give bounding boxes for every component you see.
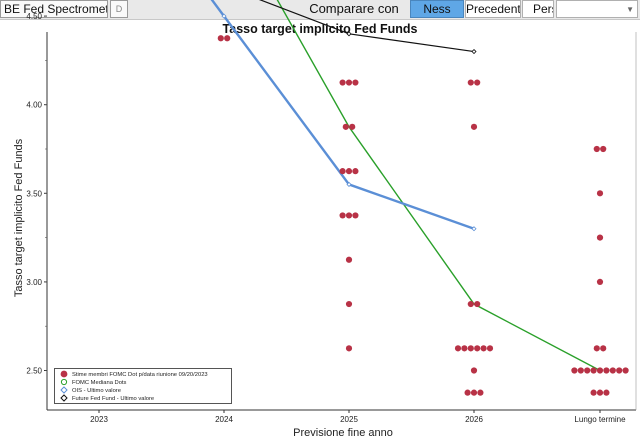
dot-point <box>590 367 597 374</box>
app-menu-button[interactable]: D <box>110 0 128 18</box>
dot-point <box>339 168 346 175</box>
x-tick-label: 2023 <box>90 415 108 424</box>
dot-point <box>345 300 353 308</box>
legend-item-dots: Stime membri FOMC Dot p/data riunione 09… <box>59 370 227 380</box>
series-line-ois <box>210 0 475 230</box>
dot-point <box>590 389 597 396</box>
dot-point <box>352 168 359 175</box>
series-point-ois <box>471 226 477 232</box>
dot-point <box>352 79 359 86</box>
dot-point <box>345 168 353 175</box>
dot-point <box>464 389 471 396</box>
dot-point <box>345 79 353 86</box>
dot-point <box>352 212 359 219</box>
series-point-futures <box>346 31 352 37</box>
dot-point <box>339 79 346 86</box>
legend-item-ois: OIS - Ultimo valore <box>59 386 227 396</box>
dot-point <box>622 367 629 374</box>
legend-label-ois: OIS - Ultimo valore <box>72 388 121 394</box>
dot-point <box>474 79 481 86</box>
chart-axes: 6.005.505.004.504.003.503.002.5020232024… <box>26 12 637 424</box>
x-tick-label: Lungo termine <box>574 415 626 424</box>
x-axis-title: Previsione fine anno <box>293 427 393 439</box>
y-tick-label: 4.00 <box>26 101 42 110</box>
toolbar: BE Fed Spectrometer D Comparare con Ness… <box>0 0 640 20</box>
dot-point <box>584 367 591 374</box>
dot-point <box>345 212 353 219</box>
dot-point <box>342 123 349 130</box>
chevron-down-icon: ▼ <box>626 5 634 14</box>
x-tick-label: 2026 <box>465 415 483 424</box>
dot-point <box>571 367 578 374</box>
dot-point <box>596 278 604 285</box>
legend-futures-icon <box>59 394 69 404</box>
dot-point <box>474 345 481 352</box>
x-tick-label: 2024 <box>215 415 233 424</box>
dot-point <box>600 145 607 153</box>
chart-legend: Stime membri FOMC Dot p/data riunione 09… <box>54 368 232 404</box>
series-point-ois <box>346 181 352 188</box>
compare-none-button[interactable]: Ness <box>410 0 464 18</box>
compare-previous-button[interactable]: Precedente <box>465 0 521 18</box>
dot-point <box>596 234 604 241</box>
legend-label-futures: Future Fed Fund - Ultimo valore <box>72 396 155 402</box>
chart-title: Tasso target implicito Fed Funds <box>222 22 418 36</box>
dot-point <box>596 367 604 374</box>
dot-point <box>477 389 484 396</box>
dot-point <box>345 256 353 263</box>
dot-point <box>616 367 623 374</box>
series-point-futures <box>471 48 477 55</box>
compare-label: Comparare con <box>309 1 399 16</box>
dot-point <box>224 35 231 42</box>
compare-custom-button[interactable]: Perso <box>522 0 554 18</box>
dot-point <box>470 367 478 374</box>
dot-point <box>593 345 600 352</box>
app-title-field[interactable]: BE Fed Spectrometer <box>0 0 108 18</box>
legend-median-icon <box>59 378 69 388</box>
dot-point <box>217 35 224 42</box>
y-tick-label: 4.50 <box>26 12 42 21</box>
dot-point <box>609 367 616 374</box>
legend-ois-icon <box>59 386 69 396</box>
dot-point <box>461 345 468 352</box>
y-axis-title: Tasso target implicito Fed Funds <box>13 138 25 297</box>
legend-item-futures: Future Fed Fund - Ultimo valore <box>59 394 227 404</box>
legend-label-dots: Stime membri FOMC Dot p/data riunione 09… <box>72 372 208 378</box>
series-line-futures <box>258 0 475 53</box>
dot-point <box>596 190 604 197</box>
dot-point <box>467 345 474 352</box>
compare-dropdown[interactable]: ▼ <box>556 0 638 18</box>
dot-point <box>577 367 584 374</box>
dot-point <box>467 79 474 86</box>
dot-point <box>603 389 610 396</box>
dot-point <box>345 345 353 352</box>
dot-point <box>470 123 478 130</box>
dot-point <box>600 345 607 352</box>
legend-label-median: FOMC Mediana Dots <box>72 380 127 386</box>
y-tick-label: 3.50 <box>26 189 42 198</box>
series-point-ois <box>221 13 227 19</box>
dot-point <box>339 212 346 219</box>
y-tick-label: 3.00 <box>26 278 42 287</box>
y-tick-label: 2.50 <box>26 367 42 376</box>
legend-item-median: FOMC Mediana Dots <box>59 378 227 388</box>
dot-point <box>480 345 487 352</box>
dot-point <box>603 367 610 374</box>
dot-point <box>486 345 494 352</box>
series-line-median <box>276 0 601 372</box>
dot-point <box>349 123 356 130</box>
chart-dots <box>217 35 629 396</box>
dot-point <box>593 145 600 153</box>
dot-point <box>474 300 481 308</box>
dot-point <box>467 300 474 308</box>
x-tick-label: 2025 <box>340 415 358 424</box>
dot-point <box>470 389 478 396</box>
legend-dot-icon <box>59 370 69 380</box>
dot-point <box>596 389 604 396</box>
chart-series-lines <box>210 0 601 372</box>
dot-point <box>454 345 462 352</box>
